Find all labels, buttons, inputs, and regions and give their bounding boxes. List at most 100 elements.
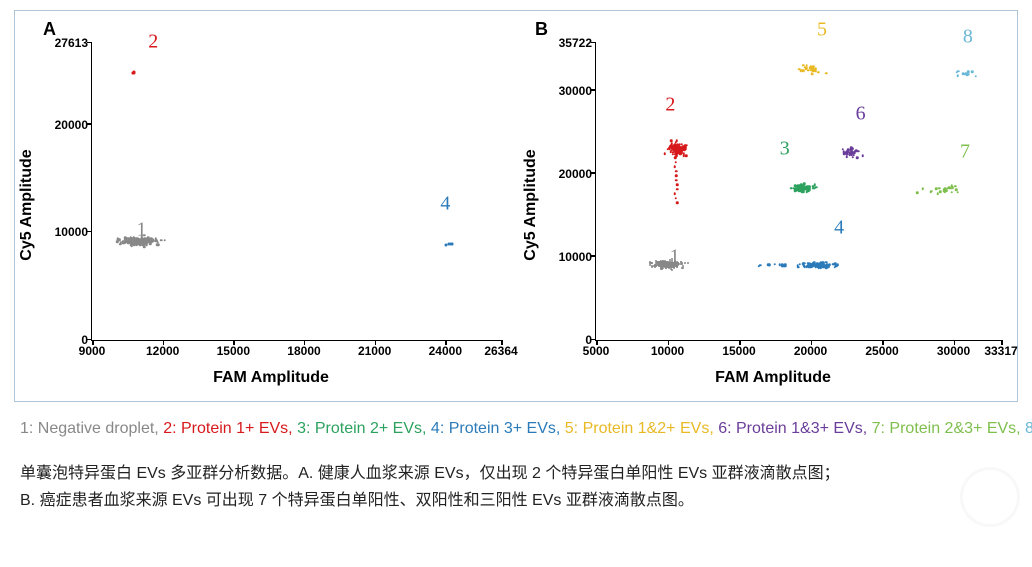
data-point [784, 264, 787, 267]
data-point [851, 156, 854, 159]
panel-b-y-label: Cy5 Amplitude [522, 149, 540, 260]
data-point [930, 190, 933, 193]
x-tick: 33317 [984, 340, 1017, 358]
data-point [675, 179, 678, 182]
x-tick: 10000 [651, 340, 684, 358]
data-point [956, 191, 959, 194]
data-point [649, 264, 651, 266]
data-point [942, 188, 945, 191]
data-point [675, 161, 678, 164]
panel-b: B Cy5 Amplitude FAM Amplitude 5000100001… [535, 19, 1011, 391]
data-point [805, 67, 808, 70]
x-tick: 12000 [146, 340, 179, 358]
cluster-label-4: 4 [834, 217, 844, 240]
data-point [664, 260, 666, 262]
legend-item: 1: Negative droplet, [20, 420, 163, 437]
data-point [971, 70, 974, 73]
cluster-label-5: 5 [817, 19, 827, 42]
data-point [133, 244, 136, 247]
x-tick: 26364 [484, 340, 517, 358]
legend-item: 4: Protein 3+ EVs, [431, 420, 565, 437]
data-point [938, 187, 941, 190]
caption-line-2: B. 癌症患者血浆来源 EVs 可出现 7 个特异蛋白单阳性、双阳性和三阳性 E… [20, 487, 1012, 514]
data-point [143, 245, 146, 248]
data-point [122, 242, 125, 245]
data-point [661, 268, 663, 270]
data-point [807, 190, 810, 193]
data-point [955, 71, 958, 74]
y-tick: 10000 [55, 225, 92, 239]
data-point [684, 262, 686, 264]
data-point [674, 192, 677, 195]
panel-b-x-label: FAM Amplitude [715, 369, 831, 387]
data-point [939, 190, 942, 193]
data-point [836, 264, 839, 267]
data-point [921, 187, 924, 190]
data-point [862, 155, 865, 158]
data-point [131, 239, 134, 242]
y-tick: 30000 [559, 84, 596, 98]
data-point [654, 266, 656, 268]
cluster-label-6: 6 [856, 103, 866, 126]
panel-a-y-label: Cy5 Amplitude [18, 149, 36, 260]
data-point [680, 150, 683, 153]
data-point [157, 241, 160, 244]
data-point [974, 75, 977, 78]
data-point [130, 243, 133, 246]
data-point [676, 188, 679, 191]
data-point [965, 73, 968, 76]
data-point [852, 151, 855, 154]
data-point [808, 262, 811, 265]
cluster-label-8: 8 [963, 25, 973, 48]
data-point [803, 262, 806, 265]
scatter-a [92, 43, 501, 340]
data-point [676, 201, 679, 204]
x-tick: 21000 [358, 340, 391, 358]
panel-b-letter: B [535, 19, 548, 40]
data-point [675, 140, 678, 143]
data-point [675, 197, 678, 200]
panel-a: A Cy5 Amplitude FAM Amplitude 9000120001… [31, 19, 511, 391]
x-tick: 15000 [217, 340, 250, 358]
data-point [674, 165, 677, 168]
data-point [845, 155, 848, 158]
data-point [675, 148, 678, 151]
data-point [814, 69, 817, 72]
figure-container: A Cy5 Amplitude FAM Amplitude 9000120001… [14, 10, 1018, 402]
data-point [845, 152, 848, 155]
data-point [936, 192, 939, 195]
data-point [773, 263, 776, 266]
data-point [676, 183, 679, 186]
data-point [802, 191, 805, 194]
y-tick: 10000 [559, 250, 596, 264]
x-tick: 30000 [937, 340, 970, 358]
plot-area-a: 9000120001500018000210002400026364010000… [91, 43, 501, 341]
data-point [679, 153, 682, 156]
data-point [793, 187, 796, 190]
data-point [681, 262, 683, 264]
data-point [649, 262, 651, 264]
y-tick: 0 [585, 333, 596, 347]
data-point [116, 240, 119, 243]
legend-item: 5: Protein 1&2+ EVs, [565, 420, 718, 437]
watermark-icon [960, 467, 1020, 527]
data-point [685, 155, 688, 158]
data-point [811, 69, 814, 72]
data-point [781, 263, 784, 266]
data-point [163, 239, 166, 242]
data-point [832, 263, 835, 266]
data-point [671, 269, 673, 271]
cluster-label-1: 1 [670, 246, 680, 269]
legend-item: 6: Protein 1&3+ EVs, [718, 420, 871, 437]
scatter-b [596, 43, 1001, 340]
data-point [132, 72, 135, 75]
data-point [954, 185, 957, 188]
data-point [682, 265, 684, 267]
data-point [759, 264, 762, 267]
y-tick: 20000 [55, 118, 92, 132]
data-point [802, 264, 805, 267]
x-tick: 25000 [865, 340, 898, 358]
y-tick: 27613 [55, 36, 92, 50]
data-point [802, 70, 805, 73]
data-point [684, 145, 687, 148]
